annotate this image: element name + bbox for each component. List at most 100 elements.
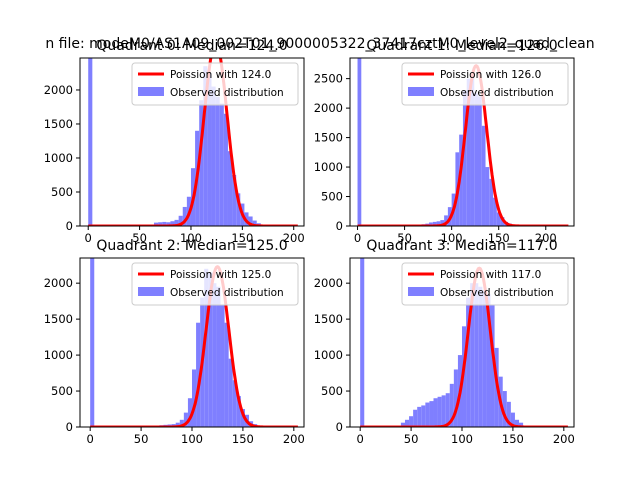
hist-bar xyxy=(493,197,497,226)
hist-bar xyxy=(203,66,208,226)
hist-bar xyxy=(432,221,437,226)
x-tick-label: 50 xyxy=(132,231,147,245)
hist-bar xyxy=(514,419,520,427)
x-tick-label: 150 xyxy=(488,231,510,245)
legend-poisson-label: Poission with 125.0 xyxy=(170,269,271,281)
hist-bar xyxy=(474,93,478,226)
x-tick-label: 100 xyxy=(180,231,202,245)
hist-bar xyxy=(486,293,491,427)
hist-bar xyxy=(211,86,216,226)
hist-bar xyxy=(470,75,475,226)
hist-bar xyxy=(433,398,438,427)
y-tick-label: 500 xyxy=(51,185,73,199)
x-tick-label: 100 xyxy=(181,432,203,446)
y-tick-label: 1000 xyxy=(314,348,343,362)
hist-bar xyxy=(429,222,433,226)
y-tick-label: 1000 xyxy=(44,151,73,165)
hist-bar xyxy=(182,206,187,226)
legend-hist-label: Observed distribution xyxy=(440,287,554,299)
hist-bar xyxy=(228,358,233,427)
hist-bar xyxy=(500,217,505,226)
hist-bar xyxy=(208,272,213,427)
y-tick-label: 2000 xyxy=(314,276,343,290)
hist-bar xyxy=(88,58,93,226)
hist-bar xyxy=(466,78,471,226)
x-tick-label: 0 xyxy=(85,231,92,245)
y-tick-label: 0 xyxy=(336,219,343,233)
hist-bar xyxy=(481,125,486,226)
hist-bar xyxy=(240,409,245,427)
hist-bar xyxy=(227,151,233,226)
hist-bar xyxy=(449,383,454,427)
hist-bar xyxy=(437,396,442,427)
x-tick-label: 200 xyxy=(535,231,557,245)
hist-bar xyxy=(404,419,410,427)
hist-bar xyxy=(453,369,458,427)
hist-bar xyxy=(187,398,192,427)
hist-bar xyxy=(462,90,467,226)
hist-bar xyxy=(440,220,445,226)
hist-bar xyxy=(216,286,221,427)
x-tick-label: 200 xyxy=(283,432,305,446)
legend-poisson-label: Poission with 126.0 xyxy=(440,69,541,81)
plot-area-2 xyxy=(89,258,299,427)
y-tick-label: 0 xyxy=(66,219,73,233)
y-tick-label: 500 xyxy=(321,190,343,204)
y-tick-label: 500 xyxy=(321,384,343,398)
legend-hist-label: Observed distribution xyxy=(170,87,284,99)
poisson-curve xyxy=(89,265,299,427)
hist-bar xyxy=(207,72,212,226)
y-tick-label: 2000 xyxy=(44,276,73,290)
legend-poisson-label: Poission with 124.0 xyxy=(170,69,271,81)
axes-frame xyxy=(79,57,305,227)
x-tick-label: 0 xyxy=(354,231,361,245)
hist-bar xyxy=(478,286,483,427)
hist-bar xyxy=(413,409,418,427)
hist-bar xyxy=(174,219,179,226)
plot-area-0 xyxy=(87,58,299,226)
hist-bar xyxy=(436,221,441,226)
hist-bar xyxy=(162,221,167,226)
y-tick-label: 1000 xyxy=(314,160,343,174)
hist-bar xyxy=(166,222,171,226)
x-tick-label: 150 xyxy=(232,432,254,446)
plot-area-3 xyxy=(359,258,569,427)
legend-poisson-label: Poission with 117.0 xyxy=(440,269,541,281)
legend: Poission with 124.0 Observed distribution xyxy=(131,62,299,106)
hist-bar xyxy=(357,58,362,226)
hist-bar xyxy=(204,268,209,427)
poisson-curve xyxy=(359,266,569,427)
hist-bar xyxy=(183,412,188,427)
poisson-curve xyxy=(87,58,299,226)
legend-box xyxy=(131,262,299,306)
hist-bar xyxy=(175,422,180,427)
x-tick-label: 50 xyxy=(397,231,412,245)
legend: Poission with 117.0 Observed distribution xyxy=(401,262,569,306)
x-tick-label: 100 xyxy=(451,432,473,446)
legend: Poission with 125.0 Observed distribution xyxy=(131,262,299,306)
hist-bar xyxy=(466,297,471,427)
hist-bar xyxy=(519,422,524,427)
hist-bar xyxy=(220,304,225,427)
hist-bar xyxy=(252,220,257,226)
y-tick-label: 0 xyxy=(66,420,73,434)
panel-title: Quadrant 0: Median=124.0 xyxy=(96,38,287,54)
hist-bar xyxy=(482,290,487,427)
legend-box xyxy=(401,62,569,106)
x-tick-label: 0 xyxy=(87,432,94,446)
poisson-curve xyxy=(357,64,569,226)
hist-bar xyxy=(223,113,228,226)
hist-bar xyxy=(478,96,482,226)
hist-bar xyxy=(409,416,414,427)
y-tick-label: 1500 xyxy=(314,131,343,145)
hist-bar xyxy=(444,215,448,226)
hist-bar xyxy=(496,212,501,226)
y-tick-label: 1500 xyxy=(314,312,343,326)
x-tick-label: 50 xyxy=(134,432,149,446)
y-tick-label: 0 xyxy=(336,420,343,434)
hist-bar xyxy=(236,396,241,427)
y-tick-label: 1500 xyxy=(44,312,73,326)
